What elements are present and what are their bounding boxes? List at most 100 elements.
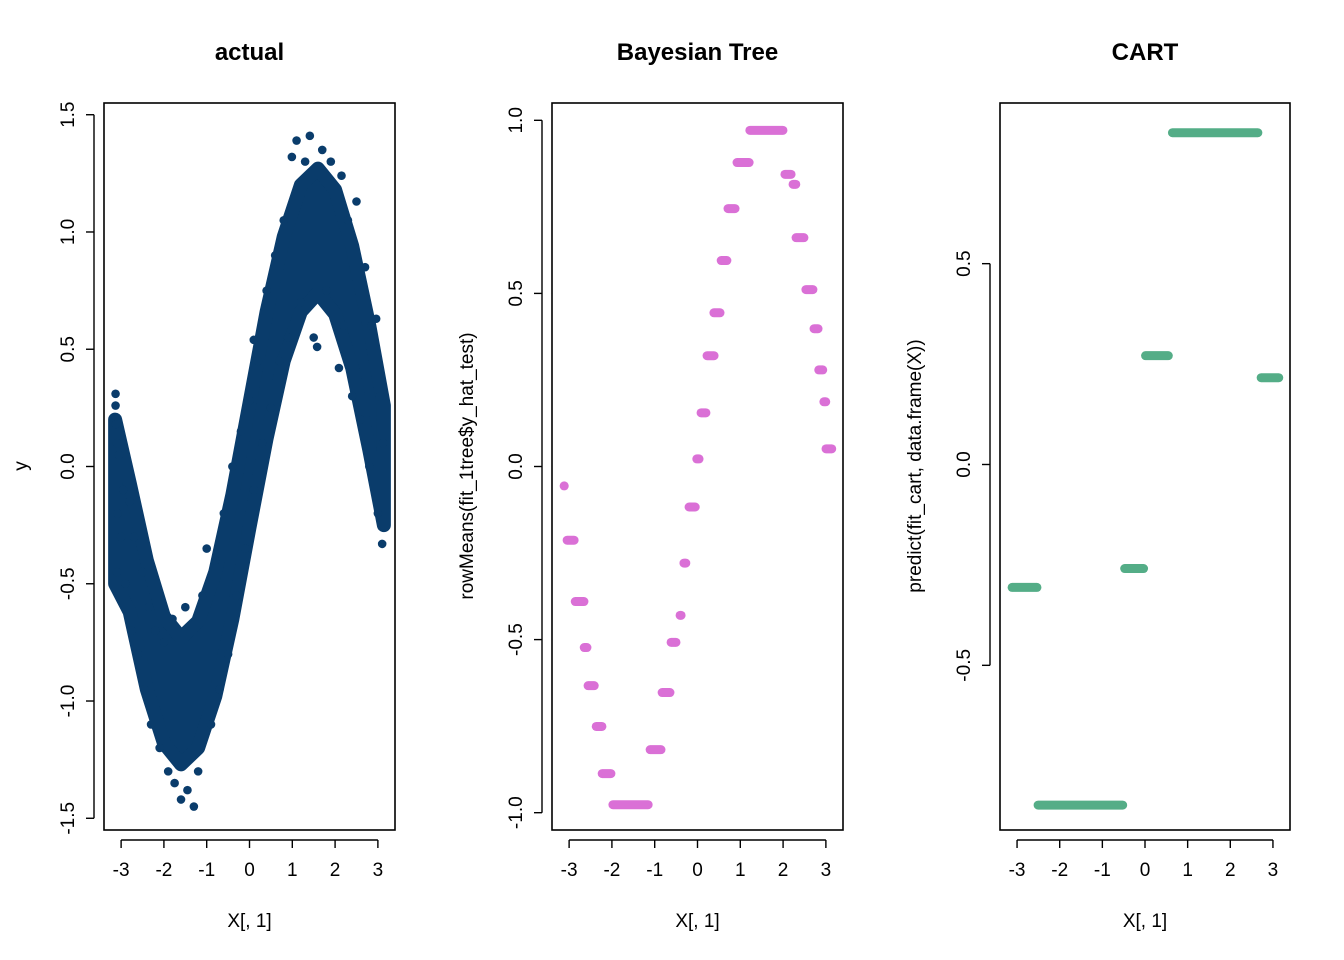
- data-point: [129, 532, 139, 542]
- data-point: [168, 614, 177, 624]
- data-point: [140, 684, 149, 694]
- x-tick-label: -3: [561, 860, 578, 881]
- y-axis: -0.5 0.0 0.5: [954, 250, 991, 682]
- x-tick-label: 2: [330, 860, 341, 881]
- data-point: [125, 497, 134, 506]
- data-point: [253, 356, 263, 366]
- data-point: [300, 157, 310, 166]
- y-tick-label: 1.0: [58, 219, 79, 245]
- data-point: [258, 438, 267, 448]
- y-tick-label: 0.0: [954, 451, 975, 477]
- data-point: [189, 802, 199, 811]
- data-point: [116, 532, 126, 542]
- y-tick-label: -1.5: [58, 802, 79, 835]
- y-tick-label: 0.0: [506, 453, 527, 479]
- data-point: [151, 626, 160, 635]
- panel-title: Bayesian Tree: [617, 39, 778, 66]
- x-tick-label: 2: [1225, 860, 1236, 881]
- y-axis: -1.0 -0.5 0.0 0.5 1.0: [506, 107, 543, 829]
- point-cloud-band: [108, 161, 391, 772]
- data-point: [198, 591, 207, 600]
- y-tick-label: 1.0: [506, 107, 527, 133]
- data-point: [245, 396, 254, 406]
- y-tick-label: 0.5: [954, 250, 975, 276]
- x-axis-label: X[, 1]: [675, 911, 719, 932]
- x-tick-label: 3: [1268, 860, 1279, 881]
- plot-box: [103, 102, 396, 831]
- panel-title: actual: [215, 39, 284, 66]
- x-tick-label: -1: [198, 860, 215, 881]
- data-point: [228, 462, 237, 471]
- data-point: [111, 419, 121, 429]
- y-axis-label: predict(fit_cart, data.frame(X)): [905, 339, 926, 592]
- data-point: [249, 485, 259, 495]
- data-point: [287, 152, 297, 162]
- data-point: [159, 638, 169, 647]
- panel-1: actual X[, 1] y -3 -2 -1 0 1 2 3 -1.5 -1.0 -0.5 0.0 0.…: [11, 39, 396, 932]
- data-point: [170, 778, 179, 788]
- x-tick-label: -2: [1051, 860, 1068, 881]
- x-tick-label: 0: [244, 860, 255, 881]
- data-point: [121, 579, 130, 589]
- panel-title: CART: [1112, 39, 1179, 66]
- data-point: [112, 438, 122, 448]
- x-tick-label: 3: [373, 860, 384, 881]
- data-point: [375, 391, 385, 401]
- x-tick-label: -3: [113, 860, 130, 881]
- data-point: [163, 767, 173, 776]
- x-axis: -3 -2 -1 0 1 2 3: [113, 839, 384, 881]
- data-point: [326, 157, 336, 166]
- data-point: [312, 342, 322, 352]
- data-point: [114, 450, 124, 460]
- data-point: [377, 539, 387, 549]
- x-tick-label: -3: [1009, 860, 1026, 881]
- x-tick-label: 3: [821, 860, 832, 881]
- data-point: [206, 720, 216, 729]
- x-tick-label: 1: [287, 860, 298, 881]
- y-tick-label: -0.5: [58, 567, 79, 600]
- plot-box: [999, 102, 1291, 831]
- data-point: [138, 567, 147, 577]
- data-point: [373, 509, 383, 518]
- data-point: [111, 401, 120, 410]
- data-point: [356, 415, 366, 424]
- data-point: [176, 795, 186, 804]
- y-tick-label: -1.0: [506, 796, 527, 829]
- data-point: [262, 286, 271, 295]
- x-tick-label: -1: [1094, 860, 1111, 881]
- data-point: [146, 720, 156, 729]
- data-point: [193, 767, 203, 776]
- data-point: [279, 215, 289, 225]
- data-point: [322, 286, 331, 295]
- data-point: [367, 321, 376, 331]
- x-tick-label: -2: [603, 860, 620, 881]
- data-point: [202, 544, 212, 553]
- data-point: [266, 403, 276, 413]
- data-point: [219, 509, 229, 518]
- panel-2: Bayesian Tree X[, 1] rowMeans(fit_1tree$y_…: [457, 39, 844, 932]
- x-tick-label: 0: [692, 860, 703, 881]
- data-point: [113, 509, 122, 518]
- data-point: [275, 356, 284, 366]
- data-point: [112, 567, 122, 577]
- data-point: [378, 438, 388, 448]
- data-point: [144, 602, 154, 612]
- data-marks: [108, 131, 391, 811]
- x-axis: -3 -2 -1 0 1 2 3: [1009, 839, 1279, 881]
- data-point: [270, 251, 280, 260]
- data-point: [296, 298, 306, 307]
- data-point: [133, 649, 143, 659]
- data-point: [339, 321, 348, 331]
- y-axis-label: y: [11, 461, 32, 471]
- y-axis: -1.5 -1.0 -0.5 0.0 0.5 1.0 1.5: [58, 102, 95, 835]
- data-point: [232, 591, 241, 600]
- data-point: [352, 197, 361, 206]
- data-point: [118, 485, 128, 495]
- data-point: [343, 215, 353, 225]
- data-point: [347, 391, 357, 401]
- data-point: [111, 389, 120, 399]
- y-axis-label: rowMeans(fit_1tree$y_hat_test): [457, 332, 478, 599]
- x-tick-label: -2: [155, 860, 172, 881]
- data-point: [155, 743, 164, 753]
